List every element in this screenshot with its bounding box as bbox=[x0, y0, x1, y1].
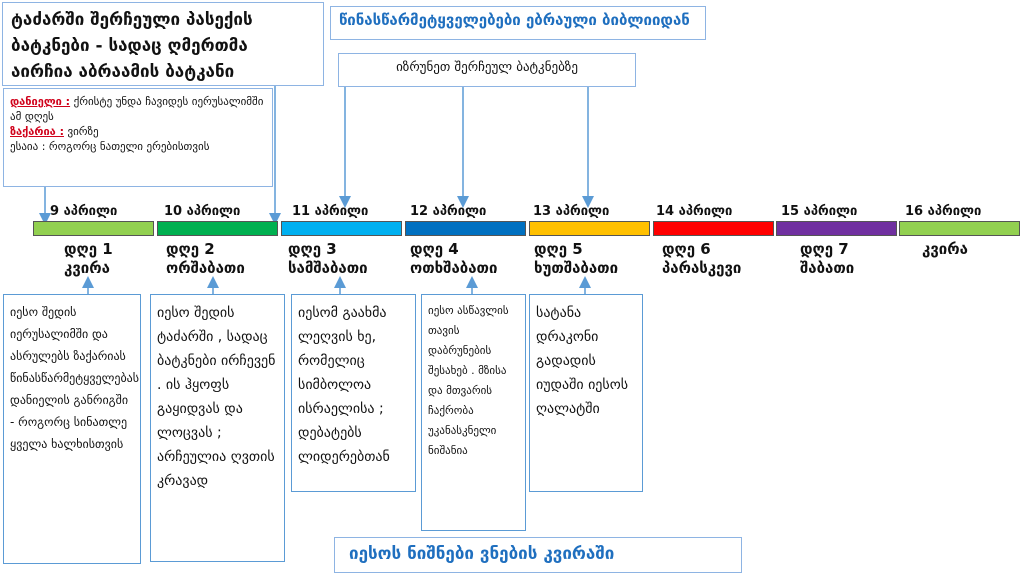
date-label-8: 16 აპრილი bbox=[905, 204, 982, 219]
timeline-bar-4 bbox=[405, 221, 526, 236]
diagram-title: ტაძარში შერჩეული პასექის ბატკნები - სადა… bbox=[2, 2, 324, 86]
prophecy-note-box: დანიელი : ქრისტე უნდა ჩავიდეს იერუსალიმშ… bbox=[3, 88, 273, 187]
day-label-3: დღე 3 სამშაბათი bbox=[288, 240, 368, 278]
day-label-6: დღე 6 პარასკევი bbox=[662, 240, 741, 278]
prophecies-header: წინასწარმეტყველებები ებრაული ბიბლიიდან bbox=[330, 6, 706, 40]
timeline-bar-5 bbox=[529, 221, 650, 236]
weekday: კვირა bbox=[64, 259, 110, 277]
weekday: ორშაბათი bbox=[166, 259, 245, 277]
timeline-bar-2 bbox=[157, 221, 278, 236]
date-label-6: 14 აპრილი bbox=[656, 204, 733, 219]
date-label-1: 9 აპრილი bbox=[50, 204, 118, 219]
day-label-2: დღე 2 ორშაბათი bbox=[166, 240, 245, 278]
date-label-7: 15 აპრილი bbox=[781, 204, 858, 219]
day-number: დღე 7 bbox=[800, 240, 849, 258]
zechariah-label: ზაქარია : bbox=[10, 125, 64, 138]
day-number: დღე 4 bbox=[410, 240, 459, 258]
date-label-3: 11 აპრილი bbox=[292, 204, 369, 219]
description-day2: იესო შედის ტაძარში , სადაც ბატკნები ირჩე… bbox=[150, 294, 285, 562]
day-number: დღე 1 bbox=[64, 240, 113, 258]
zechariah-text: ვირზე bbox=[63, 125, 99, 138]
day-label-8: კვირა bbox=[922, 240, 968, 259]
weekday: ხუთშაბათი bbox=[534, 259, 619, 277]
day-number: დღე 6 bbox=[662, 240, 711, 258]
day-label-4: დღე 4 ოთხშაბათი bbox=[410, 240, 497, 278]
daniel-label: დანიელი : bbox=[10, 95, 71, 108]
isaiah-text: ესაია : როგორც ნათელი ერებისთვის bbox=[10, 140, 210, 153]
weekday: კვირა bbox=[922, 240, 968, 258]
weekday: პარასკევი bbox=[662, 259, 742, 277]
daniel-text: ქრისტე უნდა ჩავიდეს იერუსალიმში ამ დღეს bbox=[10, 95, 264, 123]
bottom-title: იესოს ნიშნები ვნების კვირაში bbox=[334, 537, 742, 573]
day-label-5: დღე 5 ხუთშაბათი bbox=[534, 240, 618, 278]
date-label-4: 12 აპრილი bbox=[410, 204, 487, 219]
day-number: დღე 3 bbox=[288, 240, 337, 258]
date-label-2: 10 აპრილი bbox=[164, 204, 241, 219]
weekday: შაბათი bbox=[800, 259, 855, 277]
description-day1: იესო შედის იერუსალიმში და ასრულებს ზაქარ… bbox=[3, 294, 141, 564]
return-note: იზრუნეთ შერჩეულ ბატკნებზე bbox=[338, 53, 636, 87]
timeline-bar-1 bbox=[33, 221, 154, 236]
description-day4: იესო ასწავლის თავის დაბრუნების შესახებ .… bbox=[421, 294, 526, 531]
timeline-bar-7 bbox=[776, 221, 897, 236]
day-number: დღე 5 bbox=[534, 240, 583, 258]
description-day5: სატანა დრაკონი გადადის იუდაში იესოს ღალა… bbox=[529, 294, 643, 492]
weekday: სამშაბათი bbox=[288, 259, 368, 277]
day-label-1: დღე 1 კვირა bbox=[64, 240, 113, 278]
date-label-5: 13 აპრილი bbox=[533, 204, 610, 219]
day-label-7: დღე 7 შაბათი bbox=[800, 240, 854, 278]
day-number: დღე 2 bbox=[166, 240, 215, 258]
weekday: ოთხშაბათი bbox=[410, 259, 498, 277]
timeline-bar-8 bbox=[899, 221, 1020, 236]
timeline-bar-6 bbox=[653, 221, 774, 236]
timeline-bar-3 bbox=[281, 221, 402, 236]
description-day3: იესომ გაახმა ლეღვის ხე, რომელიც სიმბოლოა… bbox=[291, 294, 416, 492]
